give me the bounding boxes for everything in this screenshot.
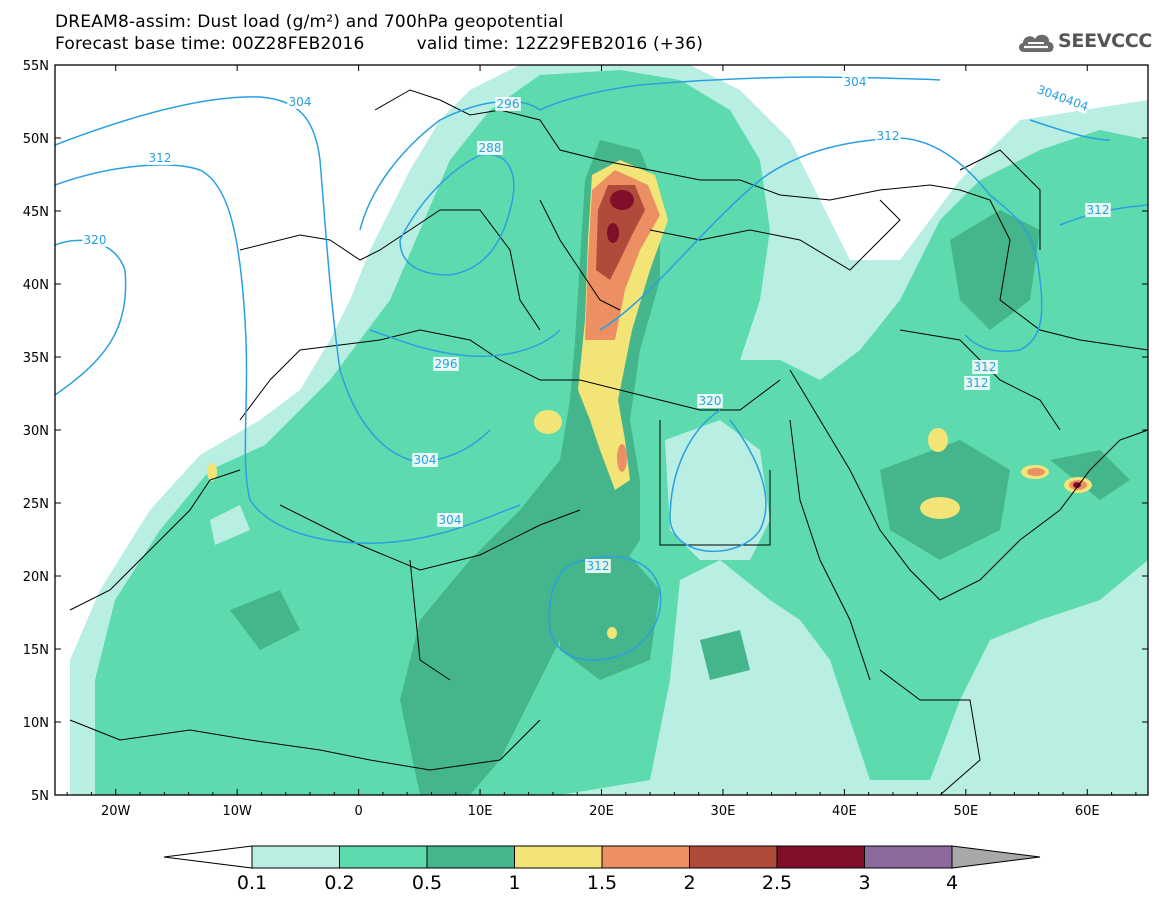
colorbar-label: 1 xyxy=(508,872,520,894)
colorbar-swatch xyxy=(514,845,603,869)
dust-2-5 xyxy=(607,190,1081,488)
svg-text:312: 312 xyxy=(1087,203,1110,217)
colorbar-label: 0.5 xyxy=(412,872,442,894)
lon-label: 60E xyxy=(1075,804,1100,819)
svg-text:320: 320 xyxy=(699,394,722,408)
lon-label: 20E xyxy=(589,804,614,819)
contour-label: 304 xyxy=(287,95,313,109)
colorbar-swatch xyxy=(251,845,340,869)
colorbar-label: 2.5 xyxy=(762,872,792,894)
contour-label: 312 xyxy=(875,129,901,143)
svg-text:312: 312 xyxy=(149,151,172,165)
lat-label: 25N xyxy=(23,497,49,512)
colorbar: 0.1 0.2 0.5 1 1.5 2 2.5 3 4 xyxy=(163,845,1041,894)
contour-label: 304 xyxy=(842,75,868,89)
svg-text:312: 312 xyxy=(877,129,900,143)
lon-label: 10W xyxy=(222,804,252,819)
map-title: DREAM8-assim: Dust load (g/m²) and 700hP… xyxy=(55,12,564,32)
svg-text:312: 312 xyxy=(966,376,989,390)
contour-label: 312 xyxy=(147,151,173,165)
contour-label: 312 xyxy=(1085,203,1111,217)
svg-text:320: 320 xyxy=(84,233,107,247)
contour-label: 320 xyxy=(82,233,108,247)
colorbar-label: 4 xyxy=(946,872,958,894)
colorbar-swatch xyxy=(689,845,778,869)
svg-text:304: 304 xyxy=(289,95,312,109)
cloud-icon xyxy=(1018,34,1054,52)
lat-label: 55N xyxy=(23,59,49,74)
contour-label: 312 xyxy=(585,559,611,573)
colorbar-over xyxy=(951,845,1041,869)
contour-label: 312 xyxy=(964,376,990,390)
lat-label: 5N xyxy=(31,789,49,804)
colorbar-label: 0.1 xyxy=(237,872,267,894)
svg-text:296: 296 xyxy=(497,97,520,111)
lat-label: 45N xyxy=(23,205,49,220)
colorbar-swatch xyxy=(776,845,865,869)
seevccc-logo: SEEVCCC xyxy=(1016,26,1156,58)
contour-labels: 3043123202962883123043043040404312312312… xyxy=(82,75,1111,573)
contour-label: 288 xyxy=(477,141,503,155)
lon-label: 0 xyxy=(354,804,362,819)
colorbar-under xyxy=(163,845,253,869)
dust-gap xyxy=(210,420,770,560)
colorbar-label: 1.5 xyxy=(587,872,617,894)
logo-text: SEEVCCC xyxy=(1058,30,1153,52)
contour-label: 304 xyxy=(412,453,438,467)
lon-label: 20W xyxy=(101,804,131,819)
colorbar-swatch xyxy=(601,845,690,869)
contour-label: 304 xyxy=(437,513,463,527)
colorbar-label: 3 xyxy=(858,872,870,894)
lon-label: 30E xyxy=(711,804,736,819)
colorbar-swatch xyxy=(864,845,953,869)
contour-label: 320 xyxy=(697,394,723,408)
contour-label: 296 xyxy=(433,357,459,371)
svg-text:304: 304 xyxy=(844,75,867,89)
valid-time: valid time: 12Z29FEB2016 (+36) xyxy=(416,34,704,54)
colorbar-label: 2 xyxy=(683,872,695,894)
colorbar-label: 0.2 xyxy=(324,872,354,894)
svg-text:312: 312 xyxy=(974,360,997,374)
forecast-base-time: Forecast base time: 00Z28FEB2016 xyxy=(55,34,365,54)
dust-2 xyxy=(596,185,645,280)
colorbar-swatch xyxy=(339,845,428,869)
svg-text:296: 296 xyxy=(435,357,458,371)
latitude-axis: 55N 50N 45N 40N 35N 30N 25N 20N 15N 10N 5N xyxy=(23,59,1148,804)
lon-label: 40E xyxy=(832,804,857,819)
lat-label: 40N xyxy=(23,278,49,293)
lon-label: 50E xyxy=(953,804,978,819)
lat-label: 10N xyxy=(23,716,49,731)
longitude-axis: 20W 10W 0 10E 20E 30E 40E 50E 60E xyxy=(66,65,1137,819)
svg-text:288: 288 xyxy=(479,141,502,155)
contour-label: 312 xyxy=(972,360,998,374)
lat-label: 35N xyxy=(23,351,49,366)
lat-label: 15N xyxy=(23,643,49,658)
geopotential-contours xyxy=(55,76,1148,661)
lat-label: 20N xyxy=(23,570,49,585)
dust-field: 3043123202962883123043043040404312312312… xyxy=(55,65,1148,795)
coastlines xyxy=(69,89,1148,795)
lon-label: 10E xyxy=(468,804,493,819)
lat-label: 50N xyxy=(23,132,49,147)
contour-label: 296 xyxy=(495,97,521,111)
svg-text:312: 312 xyxy=(587,559,610,573)
map-subtitle: Forecast base time: 00Z28FEB2016 valid ti… xyxy=(55,34,703,54)
lat-label: 30N xyxy=(23,424,49,439)
svg-text:304: 304 xyxy=(414,453,437,467)
colorbar-swatch xyxy=(426,845,515,869)
svg-text:304: 304 xyxy=(439,513,462,527)
